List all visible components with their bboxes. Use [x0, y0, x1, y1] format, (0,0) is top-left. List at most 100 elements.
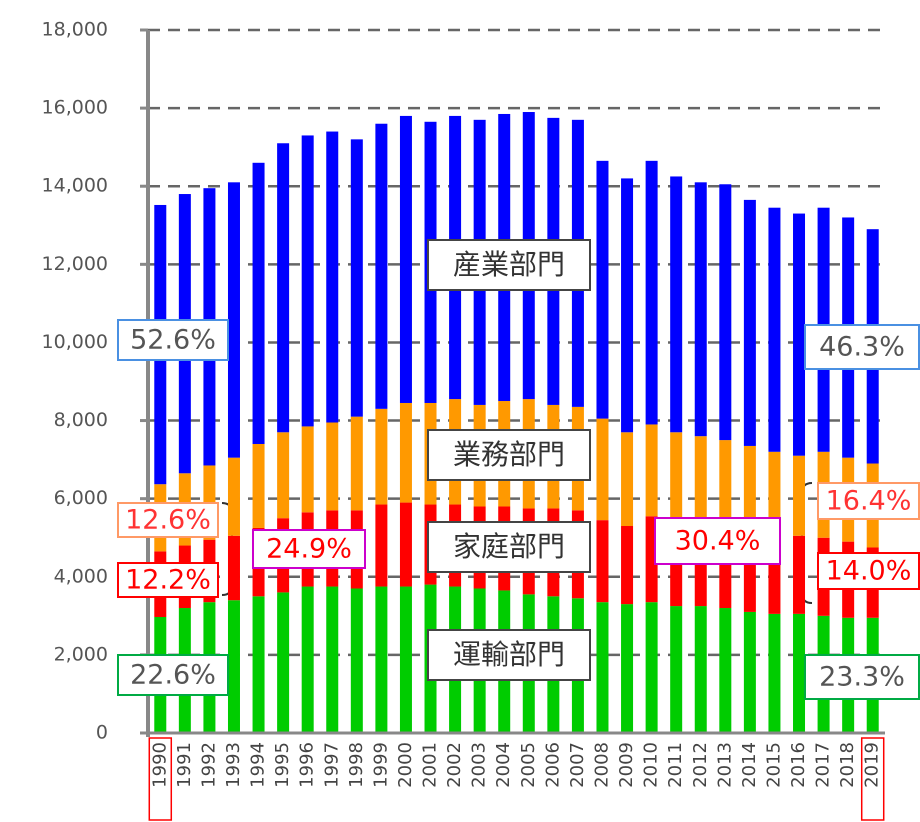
series-label: 家庭部門 [453, 530, 565, 563]
bar-segment [596, 418, 609, 521]
bar-segment [399, 115, 412, 403]
series-label: 業務部門 [453, 438, 565, 471]
bar-segment [621, 526, 634, 605]
bar-segment [793, 535, 806, 614]
x-tick-group: 1999 [370, 742, 391, 788]
bar-segment [793, 455, 806, 536]
bar-segment [350, 588, 363, 733]
x-tick-label: 2009 [616, 742, 637, 788]
bar-segment [793, 613, 806, 733]
bar-segment [301, 586, 314, 733]
bar-segment [645, 424, 658, 517]
bar-segment [227, 600, 240, 733]
x-tick-group: 2009 [616, 742, 637, 788]
bar-segment [326, 422, 339, 511]
annotation-box [817, 482, 920, 520]
x-tick-label: 1999 [370, 742, 391, 788]
x-highlight [148, 737, 173, 821]
annotation-box [804, 654, 920, 700]
y-tick-label: 16,000 [42, 97, 108, 119]
x-tick-group: 1998 [346, 742, 367, 788]
x-tick-group: 1992 [198, 742, 219, 788]
x-tick-label: 1992 [198, 742, 219, 788]
bar-segment [743, 611, 756, 733]
annotation-box [654, 517, 781, 565]
x-tick-label: 2011 [665, 742, 686, 788]
series-label-box [427, 629, 591, 681]
annotation: 14.0% [826, 556, 912, 587]
bar-segment [252, 596, 265, 733]
x-tick-group: 1996 [297, 742, 318, 788]
x-tick-label: 2012 [690, 742, 711, 788]
x-tick-group: 2007 [567, 742, 588, 788]
bar-segment [252, 162, 265, 444]
x-tick-label: 1995 [272, 742, 293, 788]
bar-segment [301, 426, 314, 513]
x-tick-group: 2016 [788, 742, 809, 788]
annotation: 12.2% [125, 565, 211, 596]
x-tick-group: 1990 [149, 742, 170, 788]
x-tick-group: 2015 [763, 742, 784, 788]
y-tick-label: 2,000 [54, 643, 108, 665]
bar-segment [670, 606, 683, 733]
annotation-box [117, 562, 219, 598]
x-tick-group: 2008 [591, 742, 612, 788]
x-tick-group: 2012 [690, 742, 711, 788]
x-tick-label: 2001 [420, 742, 441, 788]
x-tick-label: 1996 [297, 742, 318, 788]
x-tick-label: 2005 [518, 742, 539, 788]
series-label: 運輸部門 [453, 638, 565, 671]
annotation: 52.6% [130, 325, 216, 356]
bar-segment [277, 592, 290, 733]
x-tick-label: 2004 [493, 742, 514, 788]
bar-segment [621, 178, 634, 433]
bar-segment [694, 606, 707, 733]
y-tick-label: 12,000 [42, 253, 108, 275]
annotation-box [117, 319, 229, 361]
bar-segment [793, 213, 806, 456]
bar-segment [768, 207, 781, 452]
bar-segment [277, 432, 290, 519]
annotation: 22.6% [130, 660, 216, 691]
bar-segment [399, 502, 412, 587]
x-tick-group: 2002 [444, 742, 465, 788]
x-tick-group: 2017 [813, 742, 834, 788]
bar-segment [621, 604, 634, 733]
x-tick-label: 2016 [788, 742, 809, 788]
y-tick-label: 6,000 [54, 487, 108, 509]
bar-segment [326, 131, 339, 423]
bar-segment [621, 432, 634, 527]
bar-segment [399, 402, 412, 503]
x-tick-label: 2008 [591, 742, 612, 788]
x-tick-label: 1994 [248, 742, 269, 788]
x-tick-label: 2002 [444, 742, 465, 788]
bar-segment [375, 504, 388, 587]
annotation-box [117, 502, 219, 538]
bar-segment [252, 443, 265, 528]
x-tick-label: 2007 [567, 742, 588, 788]
bar-segment [227, 457, 240, 536]
bar-segment [375, 408, 388, 505]
y-tick-label: 8,000 [54, 409, 108, 431]
x-tick-group: 2010 [641, 742, 662, 788]
x-tick-group: 2004 [493, 742, 514, 788]
bar-segment [645, 160, 658, 425]
bar-segment [694, 182, 707, 437]
bar-segment [768, 613, 781, 733]
x-tick-group: 1995 [272, 742, 293, 788]
x-tick-group: 2000 [395, 742, 416, 788]
x-tick-label: 2015 [763, 742, 784, 788]
annotation-box [817, 552, 920, 590]
annotation: 16.4% [826, 486, 912, 517]
bar-segment [227, 535, 240, 601]
bar-segment [301, 135, 314, 427]
y-tick-label: 0 [96, 722, 108, 744]
annotation: 24.9% [266, 534, 352, 565]
x-tick-group: 1993 [223, 742, 244, 788]
x-tick-label: 1997 [321, 742, 342, 788]
x-tick-label: 2006 [542, 742, 563, 788]
y-tick-label: 18,000 [42, 19, 108, 41]
bar-segment [277, 143, 290, 433]
x-tick-label: 2003 [469, 742, 490, 788]
